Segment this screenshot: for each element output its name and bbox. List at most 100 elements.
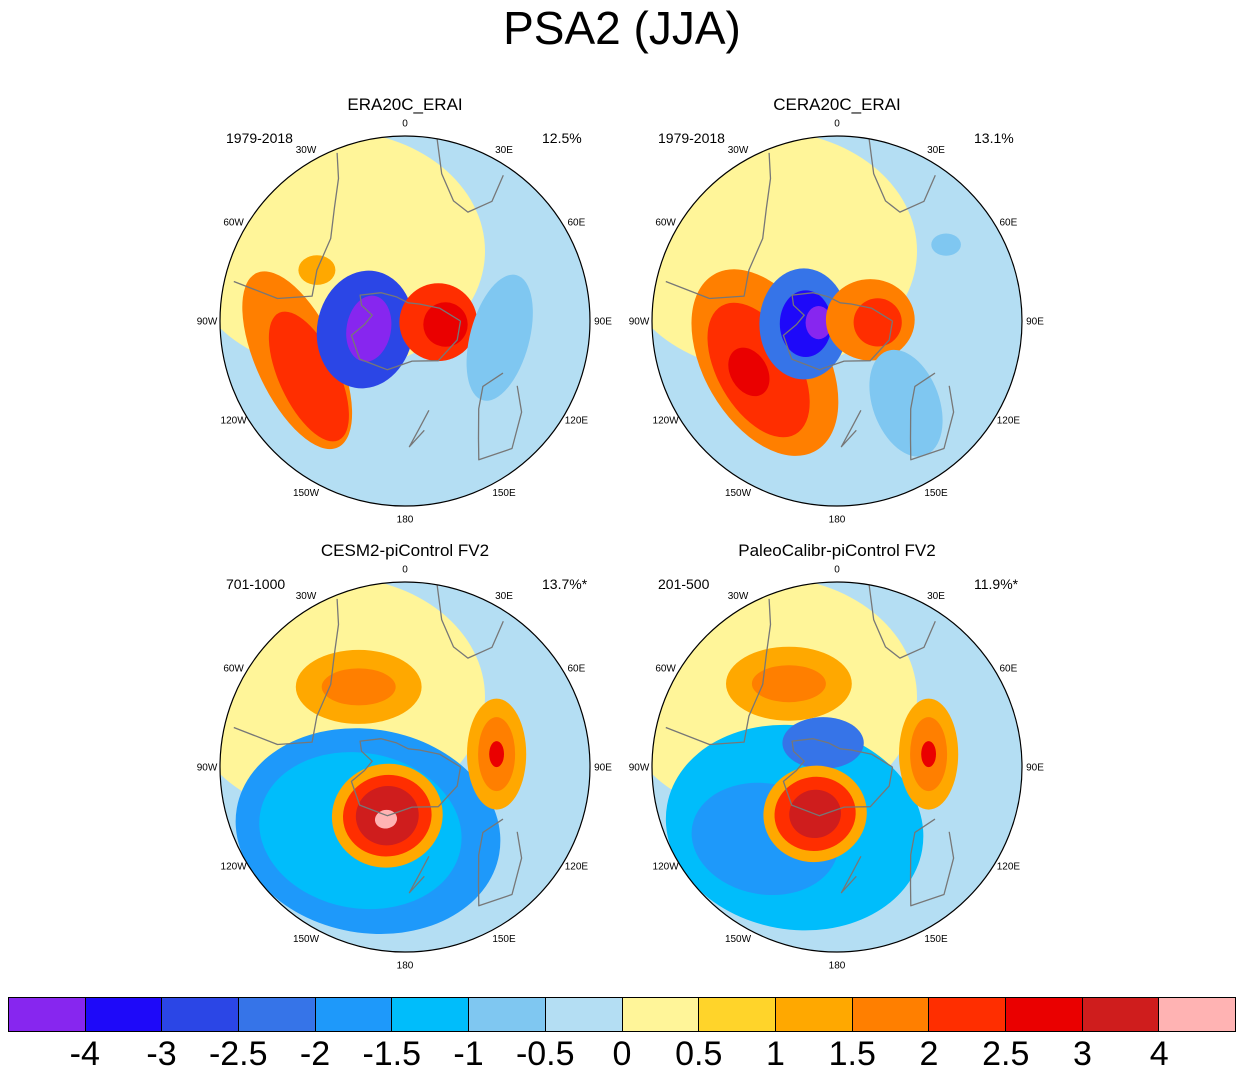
panel-variance-percent: 11.9%* bbox=[974, 576, 1019, 592]
colorbar-tick-label: -0.5 bbox=[515, 1035, 575, 1073]
coastline bbox=[477, 372, 523, 461]
longitude-label: 180 bbox=[397, 515, 414, 526]
longitude-label: 60W bbox=[223, 664, 244, 675]
longitude-label: 30W bbox=[728, 145, 749, 156]
longitude-label: 150E bbox=[924, 488, 948, 499]
coastline bbox=[909, 818, 955, 907]
longitude-label: 120W bbox=[221, 862, 248, 873]
longitude-label: 90W bbox=[197, 763, 218, 774]
longitude-label: 120W bbox=[221, 416, 248, 427]
panel-period: 1979-2018 bbox=[658, 130, 725, 146]
longitude-label: 150W bbox=[725, 488, 752, 499]
longitude-label: 180 bbox=[829, 515, 846, 526]
panel-title: PaleoCalibr-piControl FV2 bbox=[738, 541, 936, 560]
longitude-label: 90E bbox=[1026, 317, 1044, 328]
longitude-label: 150W bbox=[293, 934, 320, 945]
field-region bbox=[751, 665, 826, 703]
colorbar-swatch bbox=[1005, 998, 1083, 1031]
colorbar-swatch bbox=[162, 998, 240, 1031]
coastline bbox=[233, 152, 340, 300]
coastline bbox=[665, 598, 772, 746]
polar-map: 0 30E 60E 90E 120E 150E 180 150W 120W 90W 60W 30W bbox=[629, 565, 1045, 972]
contour-field bbox=[220, 136, 590, 506]
longitude-label: 30E bbox=[495, 591, 513, 602]
coastline bbox=[436, 138, 504, 213]
longitude-label: 150W bbox=[725, 934, 752, 945]
contour-field bbox=[220, 582, 590, 952]
longitude-label: 60E bbox=[568, 664, 586, 675]
longitude-label: 60E bbox=[568, 218, 586, 229]
colorbar-swatch bbox=[1159, 998, 1235, 1031]
coastline bbox=[782, 738, 894, 817]
panel-variance-percent: 12.5% bbox=[542, 130, 582, 146]
panel-period: 1979-2018 bbox=[226, 130, 293, 146]
colorbar bbox=[8, 997, 1236, 1032]
field-region bbox=[321, 668, 396, 706]
colorbar-swatch bbox=[775, 998, 853, 1031]
panel-title: CERA20C_ERAI bbox=[773, 95, 901, 114]
colorbar-swatch bbox=[699, 998, 776, 1031]
field-region bbox=[921, 741, 936, 768]
colorbar-swatch bbox=[392, 998, 470, 1031]
map-boundary bbox=[651, 581, 1023, 953]
coastline bbox=[350, 738, 462, 817]
longitude-label: 150E bbox=[924, 934, 948, 945]
longitude-label: 30E bbox=[927, 145, 945, 156]
colorbar-swatch bbox=[9, 998, 86, 1031]
longitude-label: 120E bbox=[565, 416, 589, 427]
longitude-label: 30E bbox=[495, 145, 513, 156]
map-boundary bbox=[219, 581, 591, 953]
panel-variance-percent: 13.7%* bbox=[542, 576, 588, 592]
colorbar-tick-label: -4 bbox=[69, 1035, 100, 1073]
longitude-label: 0 bbox=[402, 119, 408, 130]
colorbar-tick-label: -1.5 bbox=[362, 1035, 422, 1073]
longitude-label: 150W bbox=[293, 488, 320, 499]
longitude-label: 90W bbox=[197, 317, 218, 328]
coastline bbox=[477, 818, 523, 907]
longitude-label: 120E bbox=[997, 416, 1021, 427]
longitude-label: 30E bbox=[927, 591, 945, 602]
longitude-label: 90W bbox=[629, 317, 650, 328]
colorbar-swatch bbox=[1082, 998, 1160, 1031]
field-region bbox=[869, 349, 943, 457]
colorbar-tick-label: 4 bbox=[1149, 1035, 1169, 1073]
map-panel-cesm2: CESM2-piControl FV2 701-1000 13.7%* 0 30E… bbox=[197, 541, 613, 981]
coastline bbox=[868, 138, 936, 213]
polar-map: 0 30E 60E 90E 120E 150E 180 150W 120W 90W 60W 30W bbox=[197, 565, 613, 972]
field-region bbox=[805, 306, 832, 340]
panel-title: CESM2-piControl FV2 bbox=[320, 541, 490, 560]
longitude-label: 90W bbox=[629, 763, 650, 774]
colorbar-tick-label: 2 bbox=[919, 1035, 939, 1073]
coastline bbox=[868, 584, 936, 659]
colorbar-swatch bbox=[239, 998, 316, 1031]
colorbar-tick-label: -2.5 bbox=[208, 1035, 268, 1073]
longitude-label: 30W bbox=[728, 591, 749, 602]
coastline bbox=[840, 855, 862, 894]
colorbar-tick-label: -2 bbox=[299, 1035, 331, 1073]
colorbar-tick-label: 3 bbox=[1073, 1035, 1092, 1073]
longitude-label: 60W bbox=[655, 218, 676, 229]
coastline bbox=[408, 855, 430, 894]
longitude-label: 120E bbox=[997, 862, 1021, 873]
panel-period: 701-1000 bbox=[226, 576, 286, 592]
longitude-label: 60E bbox=[1000, 664, 1018, 675]
panel-period: 201-500 bbox=[658, 576, 710, 592]
field-region bbox=[728, 347, 770, 397]
longitude-label: 120W bbox=[653, 416, 680, 427]
colorbar-tick-label: 2.5 bbox=[982, 1035, 1030, 1073]
colorbar-tick-label: 0.5 bbox=[675, 1035, 723, 1073]
panel-variance-percent: 13.1% bbox=[974, 130, 1014, 146]
longitude-label: 0 bbox=[834, 119, 840, 130]
coastline bbox=[350, 292, 462, 371]
longitude-label: 60W bbox=[223, 218, 244, 229]
coastline bbox=[909, 372, 955, 461]
map-panel-cera20c: CERA20C_ERAI 1979-2018 13.1% 0 30E 60E 90E 1… bbox=[629, 95, 1045, 535]
field-region bbox=[489, 741, 504, 768]
coastline bbox=[782, 292, 894, 371]
field-region bbox=[423, 302, 468, 347]
longitude-label: 30W bbox=[296, 145, 317, 156]
longitude-label: 0 bbox=[834, 565, 840, 576]
colorbar-tick-label: 1 bbox=[766, 1035, 785, 1073]
polar-map: 0 30E 60E 90E 120E 150E 180 150W 120W 90W 60W 30W bbox=[197, 119, 613, 526]
panel-title: ERA20C_ERAI bbox=[347, 95, 463, 114]
